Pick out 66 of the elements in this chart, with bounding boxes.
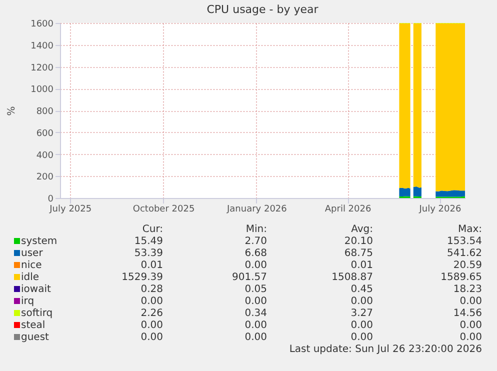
y-tick-label: 600 [36, 128, 54, 139]
text: 901.57 [232, 272, 267, 284]
legend-label: nice [20, 260, 42, 272]
y-tick-label: 200 [36, 172, 54, 183]
legend-label: irq [20, 296, 34, 308]
text: 0.00 [244, 296, 267, 308]
text: Max: [458, 224, 482, 236]
text: 0.28 [140, 284, 163, 296]
text: 0.00 [460, 320, 482, 332]
y-axis-title: % [6, 106, 18, 116]
text: 0.00 [244, 320, 267, 332]
x-tick-label: April 2026 [324, 204, 372, 214]
text: 20.59 [453, 260, 482, 272]
text: 0.00 [460, 332, 482, 344]
text: 0.00 [244, 332, 267, 344]
text: 541.62 [447, 248, 482, 260]
text: 1508.87 [332, 272, 373, 284]
text: 0.00 [140, 296, 163, 308]
text: 0.45 [350, 284, 373, 296]
text: Avg: [351, 224, 373, 236]
text: 20.10 [344, 236, 373, 248]
y-tick-label: 1200 [30, 63, 54, 74]
y-tick-label: 400 [36, 150, 54, 161]
y-tick-label: 1600 [30, 20, 54, 30]
y-tick-label: 800 [36, 107, 54, 117]
legend-label: user [20, 248, 43, 260]
text: 6.68 [244, 248, 267, 260]
y-tick-label: 0 [48, 194, 54, 204]
legend-label: guest [20, 332, 49, 344]
y-tick-label: 1400 [30, 41, 54, 52]
text: 0.00 [140, 332, 163, 344]
text: 0.01 [140, 260, 163, 272]
text: 0.34 [244, 308, 267, 320]
text: 0.05 [244, 284, 267, 296]
x-tick-label: July 2025 [48, 204, 92, 214]
text: 14.56 [453, 308, 482, 320]
legend-label: system [20, 236, 58, 248]
text: 0.00 [350, 320, 373, 332]
text: Min: [246, 224, 267, 236]
x-tick-label: July 2026 [418, 204, 462, 214]
text: 0.00 [350, 332, 373, 344]
text: 0.00 [350, 296, 373, 308]
text: 0.00 [244, 260, 267, 272]
x-tick-label: January 2026 [226, 204, 288, 214]
text: Last update: Sun Jul 26 23:20:00 2026 [289, 344, 482, 356]
text: 0.01 [350, 260, 373, 272]
text: 153.54 [447, 236, 482, 248]
legend-label: steal [20, 320, 46, 332]
text: 53.39 [134, 248, 163, 260]
legend-label: softirq [20, 308, 53, 320]
text: 0.00 [140, 320, 163, 332]
text: 3.27 [350, 308, 373, 320]
legend-label: iowait [20, 284, 51, 296]
text: 1529.39 [122, 272, 163, 284]
text: 18.23 [453, 284, 482, 296]
text: 68.75 [344, 248, 373, 260]
text: 2.70 [244, 236, 267, 248]
legend-label: idle [20, 272, 40, 284]
chart-title: CPU usage - by year [206, 3, 319, 16]
text: 1589.65 [440, 272, 482, 284]
text: 2.26 [140, 308, 163, 320]
y-tick-label: 1000 [30, 85, 54, 96]
text: 0.00 [460, 296, 482, 308]
x-tick-label: October 2025 [132, 204, 195, 214]
text: Cur: [142, 224, 163, 236]
text: 15.49 [134, 236, 163, 248]
